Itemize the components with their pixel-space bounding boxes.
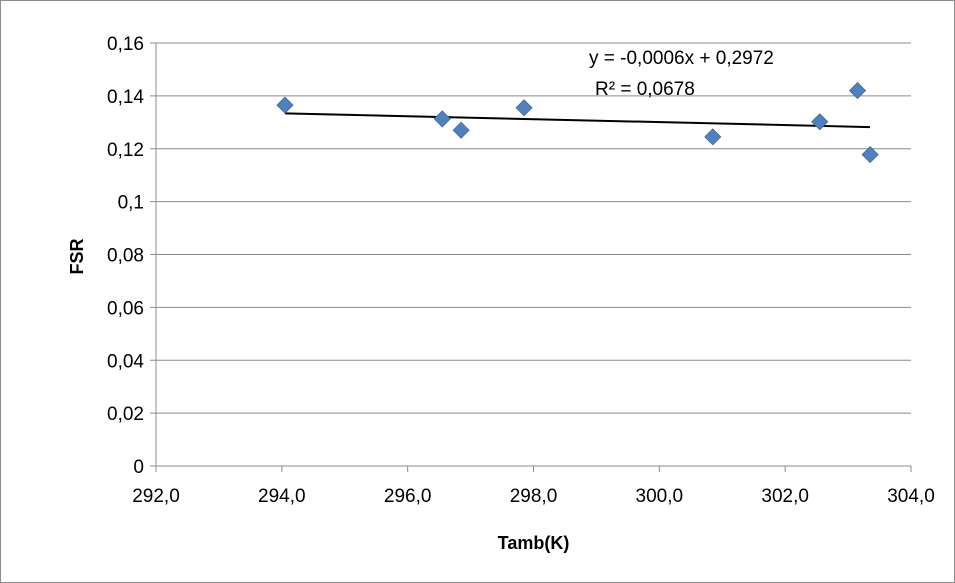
y-axis-title: FSR: [67, 238, 87, 274]
x-tick-label: 292,0: [132, 486, 180, 507]
x-tick-labels: 292,0 294,0 296,0 298,0 300,0 302,0 304,0: [132, 486, 935, 507]
x-tick-label: 298,0: [510, 486, 558, 507]
y-tick-label: 0,16: [107, 34, 144, 55]
grid-lines: [156, 42, 911, 414]
y-tick-label: 0,14: [107, 87, 144, 108]
x-tick-label: 302,0: [761, 486, 809, 507]
data-point: [515, 99, 533, 117]
data-point: [433, 110, 451, 128]
y-tick-label: 0,12: [107, 140, 144, 161]
y-tick-label: 0,04: [107, 351, 144, 372]
y-tick-label: 0,06: [107, 298, 144, 319]
x-tick-label: 294,0: [258, 486, 306, 507]
data-point: [848, 82, 867, 100]
y-tick-label: 0,1: [118, 193, 144, 214]
x-tick-label: 296,0: [384, 486, 432, 507]
x-axis-title: Tamb(K): [498, 533, 570, 553]
trendline-group: [284, 112, 871, 129]
y-tick-label: 0,08: [107, 246, 144, 267]
x-tick-label: 300,0: [636, 486, 684, 507]
data-point: [704, 128, 722, 146]
y-tick-label: 0,02: [107, 404, 144, 425]
data-point: [276, 96, 294, 114]
data-point: [861, 146, 879, 164]
axes: [150, 42, 912, 472]
data-point: [811, 113, 829, 131]
data-point: [452, 121, 470, 139]
trendline-equation: y = -0,0006x + 0,2972: [589, 48, 774, 69]
y-tick-labels: 0 0,02 0,04 0,06 0,08 0,1 0,12 0,14 0,16: [107, 34, 144, 478]
data-points: [276, 82, 879, 164]
x-tick-label: 304,0: [887, 486, 935, 507]
trendline-r-squared: R² = 0,0678: [595, 79, 695, 100]
y-tick-label: 0: [133, 457, 144, 478]
trendline: [284, 112, 871, 129]
